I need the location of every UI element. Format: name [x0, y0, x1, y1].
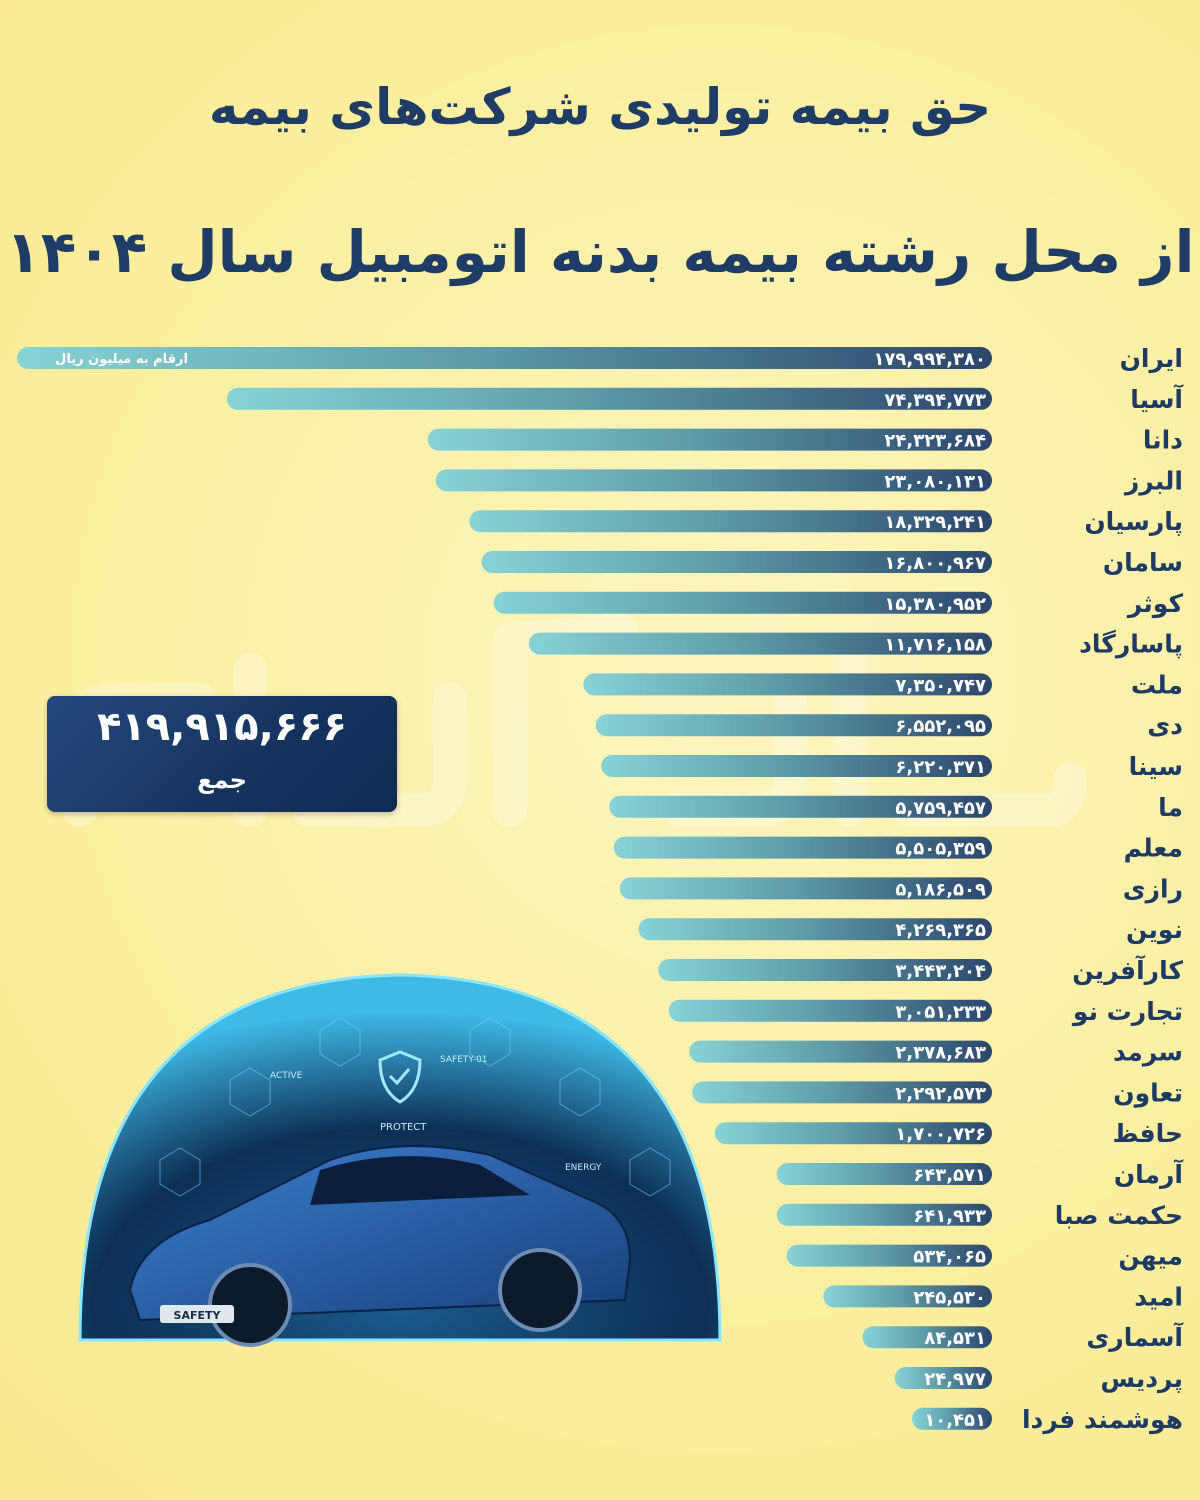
value-label: ۳,۰۵۱,۲۳۳ [895, 1002, 986, 1023]
hud-label-active: ACTIVE [270, 1071, 303, 1081]
bar-13 [613, 836, 992, 859]
value-label: ۶,۵۵۲,۰۹۵ [895, 716, 986, 737]
car-shape: SAFETY [128, 1145, 632, 1347]
category-label: پاسارگاد [1079, 630, 1183, 659]
category-label: آسماری [1086, 1322, 1184, 1352]
value-label: ۱۷۹,۹۹۴,۳۸۰ [873, 349, 986, 370]
bar-14 [619, 877, 992, 900]
category-label: سامان [1103, 548, 1183, 577]
category-label: دانا [1143, 426, 1183, 455]
bar-3 [427, 428, 992, 451]
category-label: کارآفرین [1072, 955, 1183, 986]
value-label: ۱,۷۰۰,۷۲۶ [895, 1124, 986, 1145]
bar-20 [714, 1122, 992, 1145]
category-label: نوین [1126, 915, 1183, 945]
bar-11 [601, 755, 992, 777]
category-label: ملت [1131, 670, 1183, 699]
bar-18 [689, 1040, 992, 1063]
category-label: معلم [1124, 834, 1183, 863]
category-label: حکمت صبا [1055, 1201, 1183, 1230]
bar-26 [894, 1367, 992, 1389]
value-label: ۱۸,۳۲۹,۲۴۱ [884, 512, 986, 533]
bar-15 [638, 918, 992, 941]
category-label: ایران [1120, 344, 1183, 374]
category-label: هوشمند فردا [1022, 1405, 1183, 1435]
hud-label-energy: ENERGY [565, 1163, 602, 1173]
bar-25 [862, 1326, 992, 1349]
bar-1 [17, 347, 992, 369]
value-label: ۲۴۵,۵۳۰ [913, 1287, 986, 1308]
category-label: ما [1158, 793, 1183, 822]
value-label: ۵,۵۰۵,۳۵۹ [895, 839, 986, 860]
bar-27 [912, 1407, 992, 1430]
value-label: ۶,۲۲۰,۳۷۱ [895, 757, 986, 778]
hex-grid-pattern [159, 1017, 671, 1197]
category-label: دی [1147, 711, 1183, 740]
value-label: ۱۰,۴۵۱ [924, 1410, 986, 1431]
car-plate-text: SAFETY [174, 1309, 222, 1322]
bar-24 [823, 1285, 992, 1308]
bar-6 [481, 551, 992, 573]
value-label: ۶۴۱,۹۳۳ [913, 1206, 986, 1227]
value-label: ۵,۱۸۶,۵۰۹ [895, 879, 986, 900]
bar-23 [786, 1244, 992, 1267]
category-label: آسیا [1130, 384, 1184, 414]
value-label: ۲,۲۹۲,۵۷۳ [895, 1083, 986, 1104]
value-label: ۶۴۳,۵۷۱ [913, 1165, 986, 1186]
car-shield-illustration: ACTIVE PROTECT SAFETY-01 ENERGY SAFETY [78, 973, 722, 1347]
value-label: ۲۴,۳۲۳,۶۸۴ [884, 431, 986, 452]
category-label: پارسیان [1084, 507, 1183, 536]
category-label: پردیس [1101, 1364, 1184, 1394]
value-label: ۴,۲۶۹,۳۶۵ [895, 920, 986, 941]
value-label: ۲,۳۷۸,۶۸۳ [895, 1043, 986, 1064]
category-label: سینا [1129, 752, 1183, 781]
bar-21 [776, 1163, 992, 1185]
value-label: ۷۴,۳۹۴,۷۷۳ [884, 390, 986, 411]
total-box: ۴۱۹,۹۱۵,۶۶۶ جمع [47, 696, 397, 812]
category-label: تعاون [1113, 1078, 1183, 1108]
value-label: ۵۳۴,۰۶۵ [913, 1247, 986, 1268]
bar-9 [583, 673, 992, 696]
protect-shield-icon [378, 1050, 422, 1104]
category-label: آرمان [1114, 1159, 1185, 1189]
bar-19 [692, 1081, 992, 1104]
hud-label-safety: SAFETY-01 [440, 1055, 488, 1065]
bar-22 [776, 1203, 992, 1226]
unit-note: ارقام به میلیون ریال [55, 352, 188, 367]
bar-16 [658, 959, 992, 981]
bar-5 [469, 510, 992, 533]
bar-4 [435, 469, 992, 492]
value-label: ۲۴,۹۷۷ [924, 1369, 986, 1390]
category-label: کوثر [1126, 589, 1184, 619]
value-label: ۱۶,۸۰۰,۹۶۷ [884, 553, 986, 574]
category-label: سرمد [1113, 1038, 1183, 1068]
bar-17 [668, 999, 992, 1022]
bar-7 [493, 591, 992, 614]
bar-12 [609, 795, 992, 818]
value-label: ۱۵,۳۸۰,۹۵۲ [884, 594, 986, 615]
category-label: رازی [1123, 874, 1183, 903]
bar-10 [595, 714, 992, 737]
bar-2 [226, 387, 993, 410]
total-label: جمع [197, 766, 247, 794]
chart-title: حق بیمه تولیدی شرکت‌های بیمه [208, 78, 992, 136]
value-label: ۸۴,۵۳۱ [924, 1328, 986, 1349]
category-label: امید [1134, 1282, 1183, 1311]
bar-8 [528, 632, 992, 655]
value-label: ۷,۳۵۰,۷۴۷ [895, 675, 986, 696]
value-label: ۱۱,۷۱۶,۱۵۸ [884, 635, 986, 656]
category-label: میهن [1118, 1242, 1183, 1272]
value-label: ۲۳,۰۸۰,۱۳۱ [884, 471, 986, 492]
chart-subtitle: از محل رشته بیمه بدنه اتومبیل سال ۱۴۰۴ [5, 218, 1195, 286]
total-value: ۴۱۹,۹۱۵,۶۶۶ [96, 704, 348, 750]
category-label: البرز [1123, 466, 1183, 496]
value-label: ۳,۴۴۳,۲۰۴ [895, 961, 986, 982]
category-label: تجارت نو [1071, 997, 1183, 1027]
value-label: ۵,۷۵۹,۴۵۷ [895, 798, 986, 819]
hud-label-protect: PROTECT [380, 1122, 427, 1133]
category-label: حافظ [1112, 1119, 1183, 1148]
